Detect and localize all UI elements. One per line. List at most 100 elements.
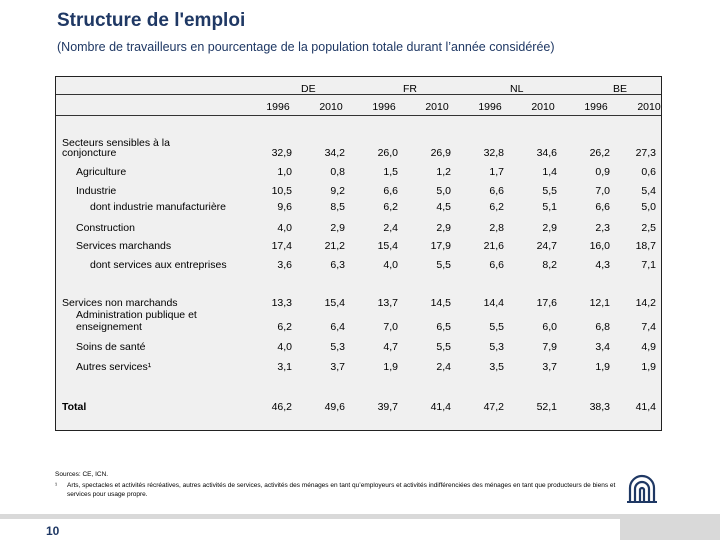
- table-cell: 4,9: [641, 341, 656, 353]
- table-row: Agriculture 1,0 0,8 1,5 1,2 1,7 1,4 0,9 0,6: [56, 166, 661, 180]
- table-row: dont services aux entreprises 3,6 6,3 4,0 5,…: [56, 259, 661, 273]
- table-row: Construction 4,0 2,9 2,4 2,9 2,8 2,9 2,3 2,5: [56, 222, 661, 236]
- row-label: Total: [62, 401, 87, 413]
- year-header: 2010: [531, 101, 555, 113]
- table-cell: 5,3: [489, 341, 504, 353]
- table-cell: 12,1: [589, 297, 610, 309]
- table-cell: 6,4: [330, 321, 345, 333]
- table-cell: 15,4: [324, 297, 345, 309]
- table-cell: 39,7: [377, 401, 398, 413]
- table-cell: 15,4: [377, 240, 398, 252]
- table-cell: 7,4: [641, 321, 656, 333]
- table-cell: 41,4: [430, 401, 451, 413]
- table-cell: 7,0: [383, 321, 398, 333]
- table-cell: 6,6: [383, 185, 398, 197]
- table-cell: 8,5: [330, 201, 345, 213]
- year-header: 1996: [584, 101, 608, 113]
- country-header-be: BE: [613, 83, 628, 95]
- table-cell: 3,5: [489, 361, 504, 373]
- row-label: Construction: [76, 222, 135, 234]
- table-cell: 10,5: [271, 185, 292, 197]
- table-cell: 9,6: [277, 201, 292, 213]
- row-label: Soins de santé: [76, 341, 146, 353]
- table-cell: 3,1: [277, 361, 292, 373]
- table-cell: 8,2: [542, 259, 557, 271]
- table-cell: 46,2: [271, 401, 292, 413]
- table-cell: 0,8: [330, 166, 345, 178]
- footer-panel: [0, 519, 620, 540]
- table-cell: 1,9: [595, 361, 610, 373]
- header-divider: [56, 94, 661, 95]
- table-cell: 1,4: [542, 166, 557, 178]
- table-cell: 5,1: [542, 201, 557, 213]
- year-header: 1996: [478, 101, 502, 113]
- table-cell: 1,5: [383, 166, 398, 178]
- table-cell: 2,4: [383, 222, 398, 234]
- year-divider: [56, 115, 661, 116]
- table-cell: 17,9: [430, 240, 451, 252]
- table-cell: 5,5: [489, 321, 504, 333]
- table-cell: 3,7: [330, 361, 345, 373]
- table-row: Services non marchands 13,3 15,4 13,7 14,5 14…: [56, 297, 661, 311]
- table-cell: 7,0: [595, 185, 610, 197]
- row-label: Administration publique et: [76, 309, 197, 321]
- table-cell: 5,5: [436, 341, 451, 353]
- row-label: Industrie: [76, 185, 117, 197]
- table-cell: 49,6: [324, 401, 345, 413]
- table-cell: 2,9: [330, 222, 345, 234]
- table-cell: 24,7: [536, 240, 557, 252]
- table-cell: 6,3: [330, 259, 345, 271]
- row-label: dont industrie manufacturière: [90, 201, 226, 213]
- table-cell: 2,5: [641, 222, 656, 234]
- table-cell: 47,2: [483, 401, 504, 413]
- table-cell: 7,9: [542, 341, 557, 353]
- table-cell: 3,7: [542, 361, 557, 373]
- table-row: Soins de santé 4,0 5,3 4,7 5,5 5,3 7,9 3,4 4,9: [56, 341, 661, 355]
- institution-logo-icon: [627, 474, 657, 503]
- table-row: enseignement 6,2 6,4 7,0 6,5 5,5 6,0 6,8 7,4: [56, 321, 661, 335]
- table-cell: 6,5: [436, 321, 451, 333]
- table-cell: 14,2: [635, 297, 656, 309]
- table-cell: 26,2: [589, 147, 610, 159]
- table-row: Administration publique et: [56, 309, 661, 323]
- table-row: Industrie 10,5 9,2 6,6 5,0 6,6 5,5 7,0 5,4: [56, 185, 661, 199]
- table-cell: 5,4: [641, 185, 656, 197]
- table-cell: 21,6: [483, 240, 504, 252]
- table-cell: 6,6: [595, 201, 610, 213]
- table-cell: 41,4: [635, 401, 656, 413]
- table-cell: 17,6: [536, 297, 557, 309]
- table-cell: 32,9: [271, 147, 292, 159]
- footnote-mark: ¹: [55, 482, 58, 489]
- table-cell: 5,0: [436, 185, 451, 197]
- table-cell: 26,0: [377, 147, 398, 159]
- row-label: Services marchands: [76, 240, 172, 252]
- table-row: Total 46,2 49,6 39,7 41,4 47,2 52,1 38,3 41,4: [56, 401, 661, 415]
- row-label: Services non marchands: [62, 297, 178, 309]
- table-cell: 14,5: [430, 297, 451, 309]
- table-cell: 52,1: [536, 401, 557, 413]
- table-cell: 5,5: [436, 259, 451, 271]
- table-cell: 17,4: [271, 240, 292, 252]
- table-row: Secteurs sensibles à la: [56, 137, 661, 151]
- table-cell: 9,2: [330, 185, 345, 197]
- footnote-text: Arts, spectacles et activités récréative…: [67, 482, 616, 498]
- table-cell: 0,6: [641, 166, 656, 178]
- row-label: conjoncture: [62, 147, 117, 159]
- table-row: Autres services¹ 3,1 3,7 1,9 2,4 3,5 3,7 1,9 1,9: [56, 361, 661, 375]
- table-cell: 38,3: [589, 401, 610, 413]
- table-cell: 26,9: [430, 147, 451, 159]
- year-header: 2010: [637, 101, 661, 113]
- page-title: Structure de l'emploi: [57, 10, 246, 31]
- table-cell: 4,0: [277, 341, 292, 353]
- table-row: Services marchands 17,4 21,2 15,4 17,9 21,6 24…: [56, 240, 661, 254]
- table-cell: 6,6: [489, 185, 504, 197]
- table-cell: 32,8: [483, 147, 504, 159]
- table-cell: 1,9: [383, 361, 398, 373]
- table-cell: 27,3: [635, 147, 656, 159]
- table-cell: 1,0: [277, 166, 292, 178]
- table-cell: 1,9: [641, 361, 656, 373]
- row-label: dont services aux entreprises: [90, 259, 227, 271]
- table-cell: 4,7: [383, 341, 398, 353]
- table-cell: 34,6: [536, 147, 557, 159]
- table-cell: 2,9: [436, 222, 451, 234]
